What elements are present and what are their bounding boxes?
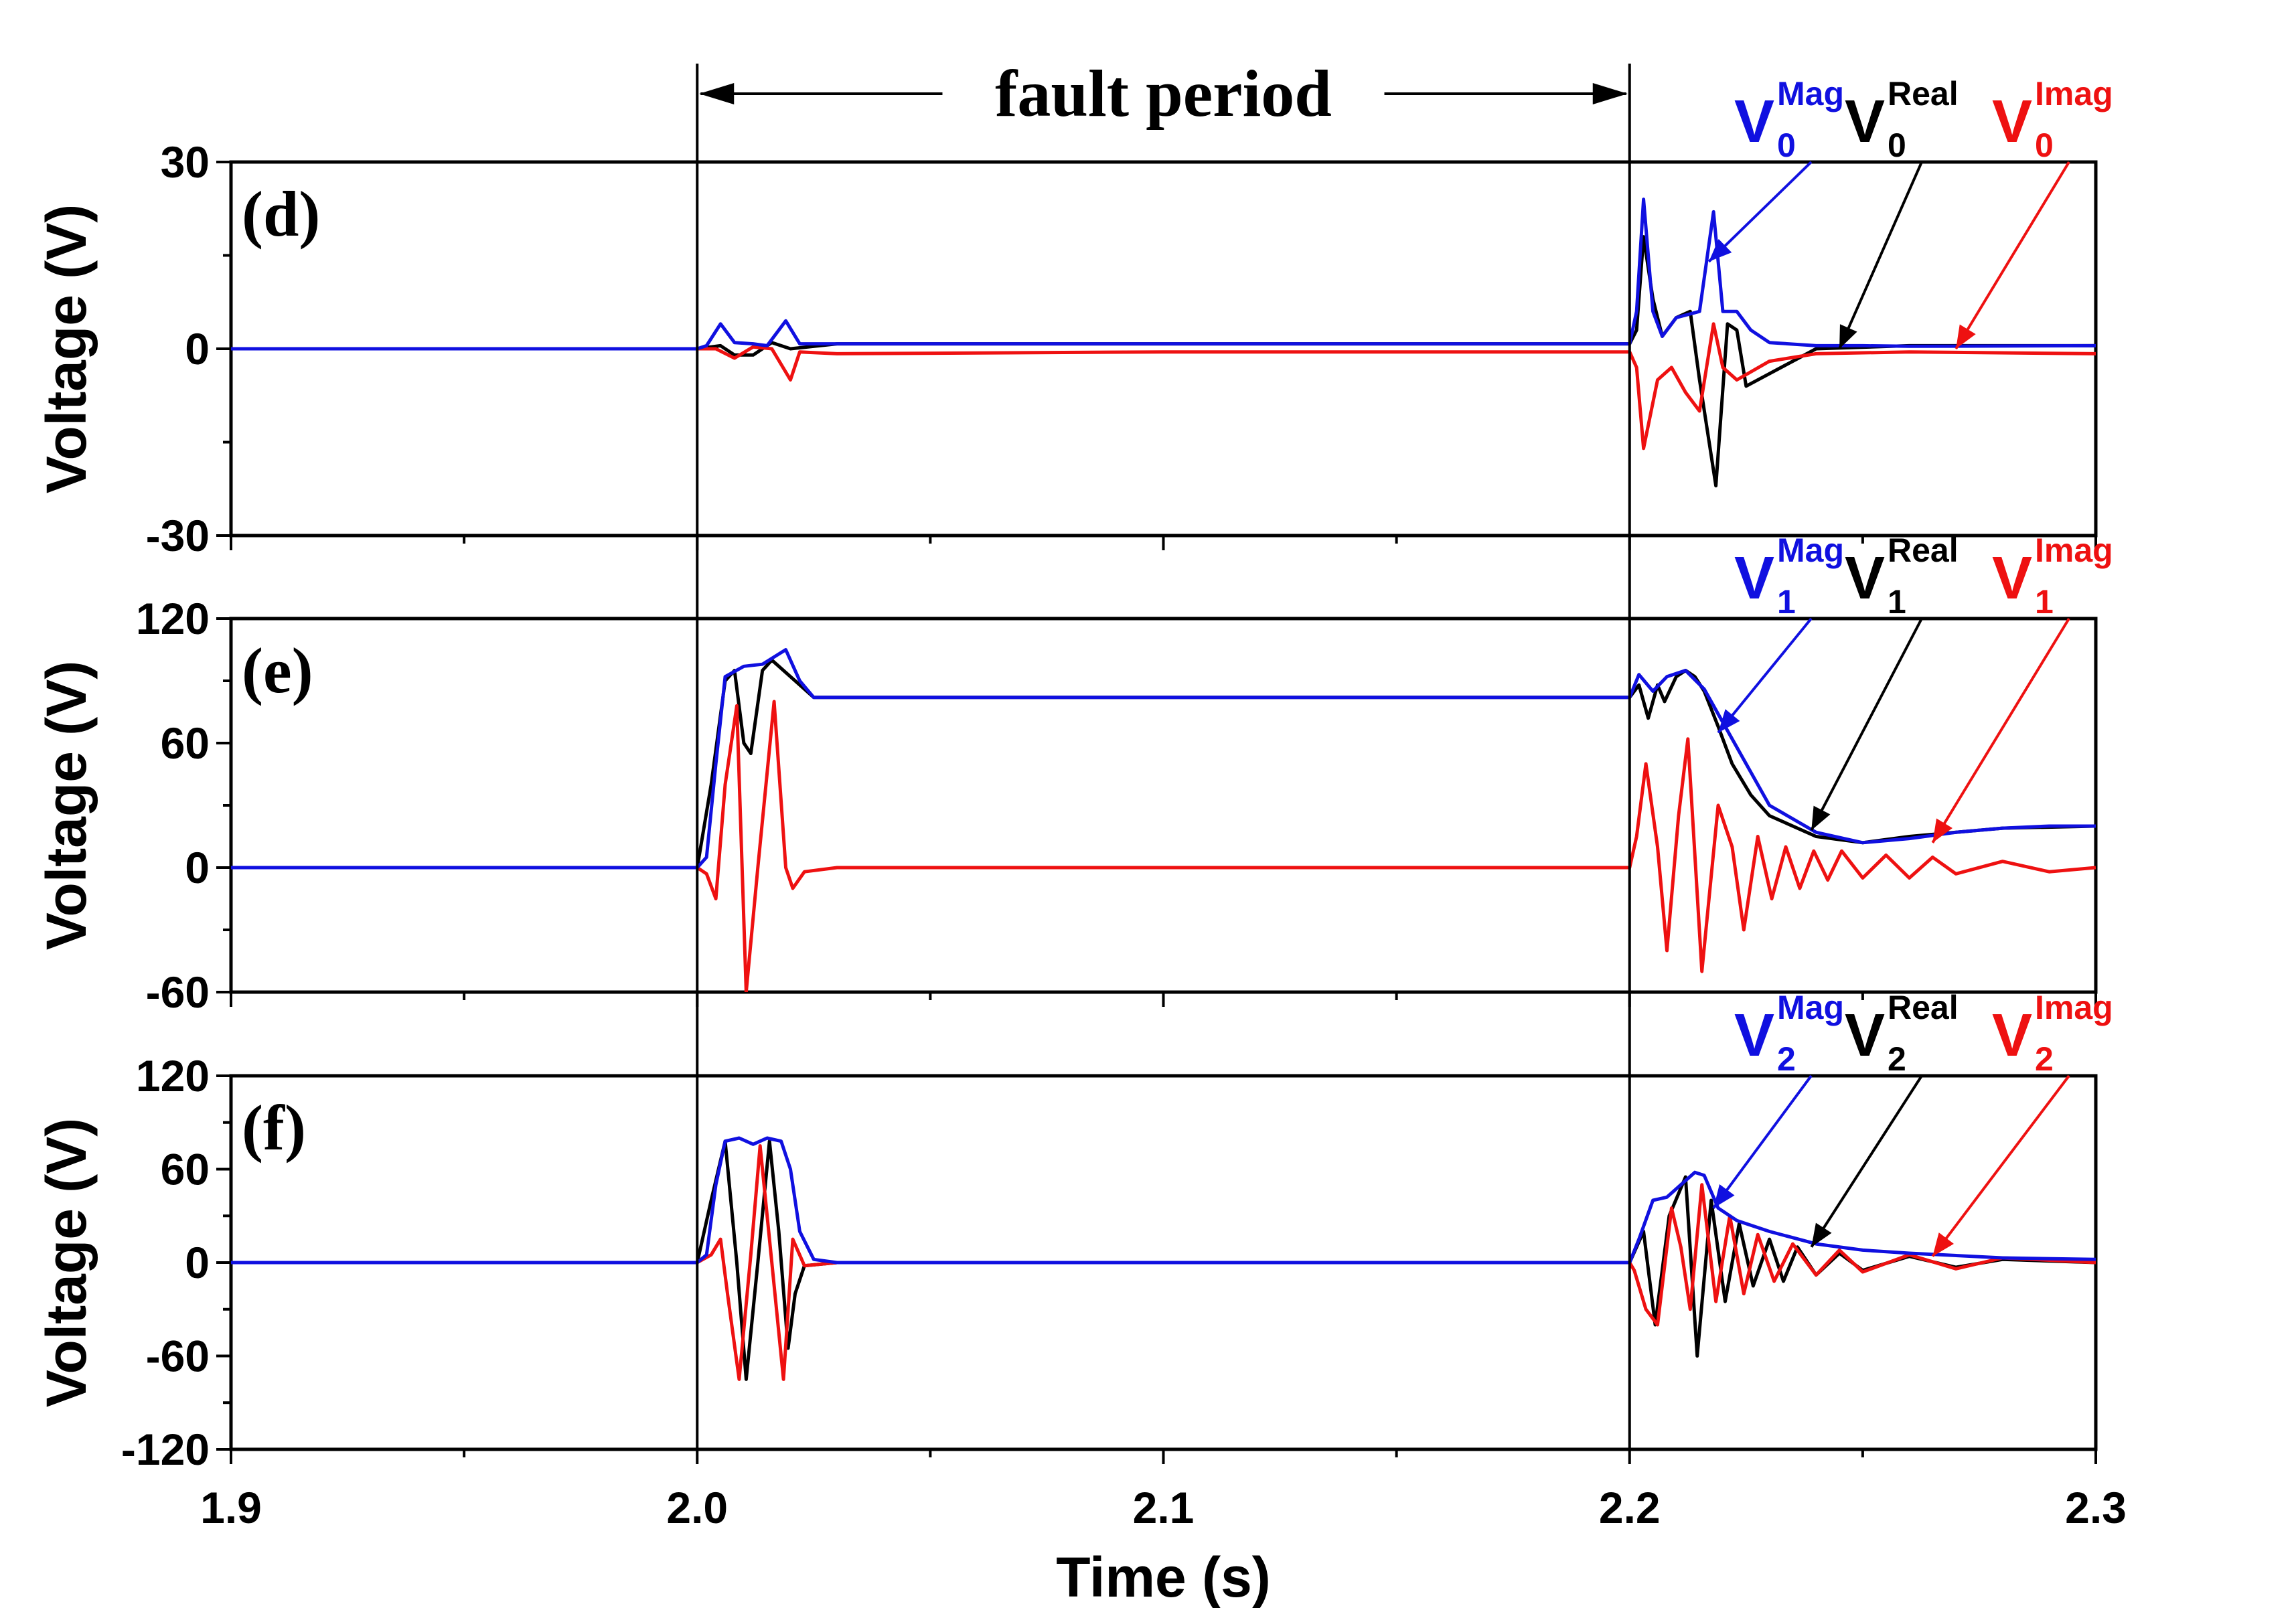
y-tick-label: 60 [161, 1145, 210, 1194]
legend-imag: V Imag 2 [1931, 989, 2113, 1257]
y-tick-label: -30 [146, 511, 210, 560]
legend-arrow-line [1810, 1074, 1923, 1248]
panel-label: (f) [242, 1092, 306, 1163]
panel-label: (d) [242, 178, 320, 250]
legend-subscript: 1 [2035, 583, 2054, 621]
x-tick-label: 1.9 [200, 1483, 262, 1532]
x-axis-label: Time (s) [1056, 1546, 1271, 1608]
legend-arrow-head [1839, 324, 1857, 349]
legend-subscript: 2 [1777, 1040, 1796, 1078]
legend-arrow-line [1931, 1074, 2070, 1257]
legend-arrow-head [1713, 1184, 1735, 1208]
legend-subscript: 0 [1777, 127, 1796, 164]
series-imag-line [231, 1144, 2096, 1381]
y-axis-label: Voltage (V) [35, 204, 98, 493]
y-tick-label: 30 [161, 137, 210, 187]
legend-symbol: V [1734, 88, 1774, 155]
legend-superscript: Mag [1777, 989, 1844, 1026]
legend-subscript: 2 [1888, 1040, 1906, 1078]
legend-subscript: 2 [2035, 1040, 2054, 1078]
y-tick-label: 60 [161, 718, 210, 768]
series-real-line [231, 1139, 2096, 1381]
legend-mag: V Mag 1 [1717, 532, 1844, 734]
legend-imag: V Imag 1 [1931, 532, 2113, 843]
legend-superscript: Imag [2035, 989, 2113, 1026]
legend-symbol: V [1845, 1002, 1885, 1069]
y-tick-label: 0 [185, 324, 210, 374]
series-mag-line [231, 648, 2096, 870]
y-tick-label: -60 [146, 967, 210, 1017]
legend-mag: V Mag 0 [1707, 75, 1844, 263]
x-tick-label: 2.0 [666, 1483, 728, 1532]
series-imag-line [231, 322, 2096, 451]
legend-subscript: 0 [1888, 127, 1906, 164]
legend-superscript: Imag [2035, 532, 2113, 569]
legend-subscript: 1 [1777, 583, 1796, 621]
legend-superscript: Real [1888, 75, 1959, 112]
x-tick-label: 2.3 [2065, 1483, 2127, 1532]
legend-mag: V Mag 2 [1712, 989, 1844, 1209]
x-tick-label: 2.1 [1133, 1483, 1195, 1532]
legend-arrow-line [1707, 161, 1813, 263]
fault-period-annotation: fault period [696, 56, 1631, 1449]
legend-arrow-head [1932, 1232, 1954, 1257]
y-axis-label: Voltage (V) [35, 661, 98, 950]
legend-symbol: V [1992, 545, 2032, 612]
y-tick-label: 120 [136, 1051, 210, 1101]
y-axis-label: Voltage (V) [35, 1118, 98, 1407]
y-tick-label: -60 [146, 1332, 210, 1381]
legend-arrow-head [1956, 324, 1976, 349]
legend-arrow-head [1811, 1222, 1832, 1247]
y-tick-label: 0 [185, 1238, 210, 1287]
legend-superscript: Imag [2035, 75, 2113, 112]
fault-arrow-right-head [1592, 83, 1628, 104]
legend-arrow-line [1717, 617, 1813, 734]
legend-real: V Real 2 [1810, 989, 1959, 1248]
legend-real: V Real 1 [1810, 532, 1959, 831]
legend-superscript: Mag [1777, 532, 1844, 569]
series-imag-line [231, 700, 2096, 992]
legend-superscript: Mag [1777, 75, 1844, 112]
fault-period-label: fault period [995, 56, 1332, 131]
legend-imag: V Imag 0 [1955, 75, 2113, 350]
legend-arrow-head [1932, 818, 1953, 843]
y-tick-label: -120 [121, 1425, 210, 1474]
legend-symbol: V [1992, 88, 2032, 155]
legend-symbol: V [1734, 545, 1774, 612]
x-axis: 1.9 2.0 2.1 2.2 2.3 [200, 1483, 2127, 1532]
legend-arrow-line [1712, 1074, 1813, 1209]
panel-label: (e) [242, 635, 313, 706]
legend-symbol: V [1845, 88, 1885, 155]
legend-arrow-head [1718, 709, 1740, 733]
legend-subscript: 1 [1888, 583, 1906, 621]
legend-arrow-line [1931, 617, 2070, 843]
legend-symbol: V [1845, 545, 1885, 612]
legend-arrow-line [1955, 161, 2070, 350]
series-mag-line [231, 197, 2096, 351]
legend-arrow-line [1810, 618, 1923, 831]
legend-symbol: V [1734, 1002, 1774, 1069]
y-tick-label: 0 [185, 843, 210, 892]
legend-arrow-head [1709, 239, 1732, 262]
legend-arrow-head [1811, 805, 1831, 831]
series-mag-line [231, 1136, 2096, 1265]
x-tick-label: 2.2 [1599, 1483, 1661, 1532]
legend-arrow-line [1838, 161, 1923, 349]
y-tick-label: 120 [136, 594, 210, 643]
legend-superscript: Real [1888, 989, 1959, 1026]
legend-subscript: 0 [2035, 127, 2054, 164]
series-real-line [231, 658, 2096, 870]
legend-superscript: Real [1888, 532, 1959, 569]
legend-real: V Real 0 [1838, 75, 1959, 349]
plot-frame [229, 617, 2098, 994]
legend-symbol: V [1992, 1002, 2032, 1069]
series-real-line [231, 235, 2096, 488]
fault-arrow-left-head [699, 83, 735, 104]
